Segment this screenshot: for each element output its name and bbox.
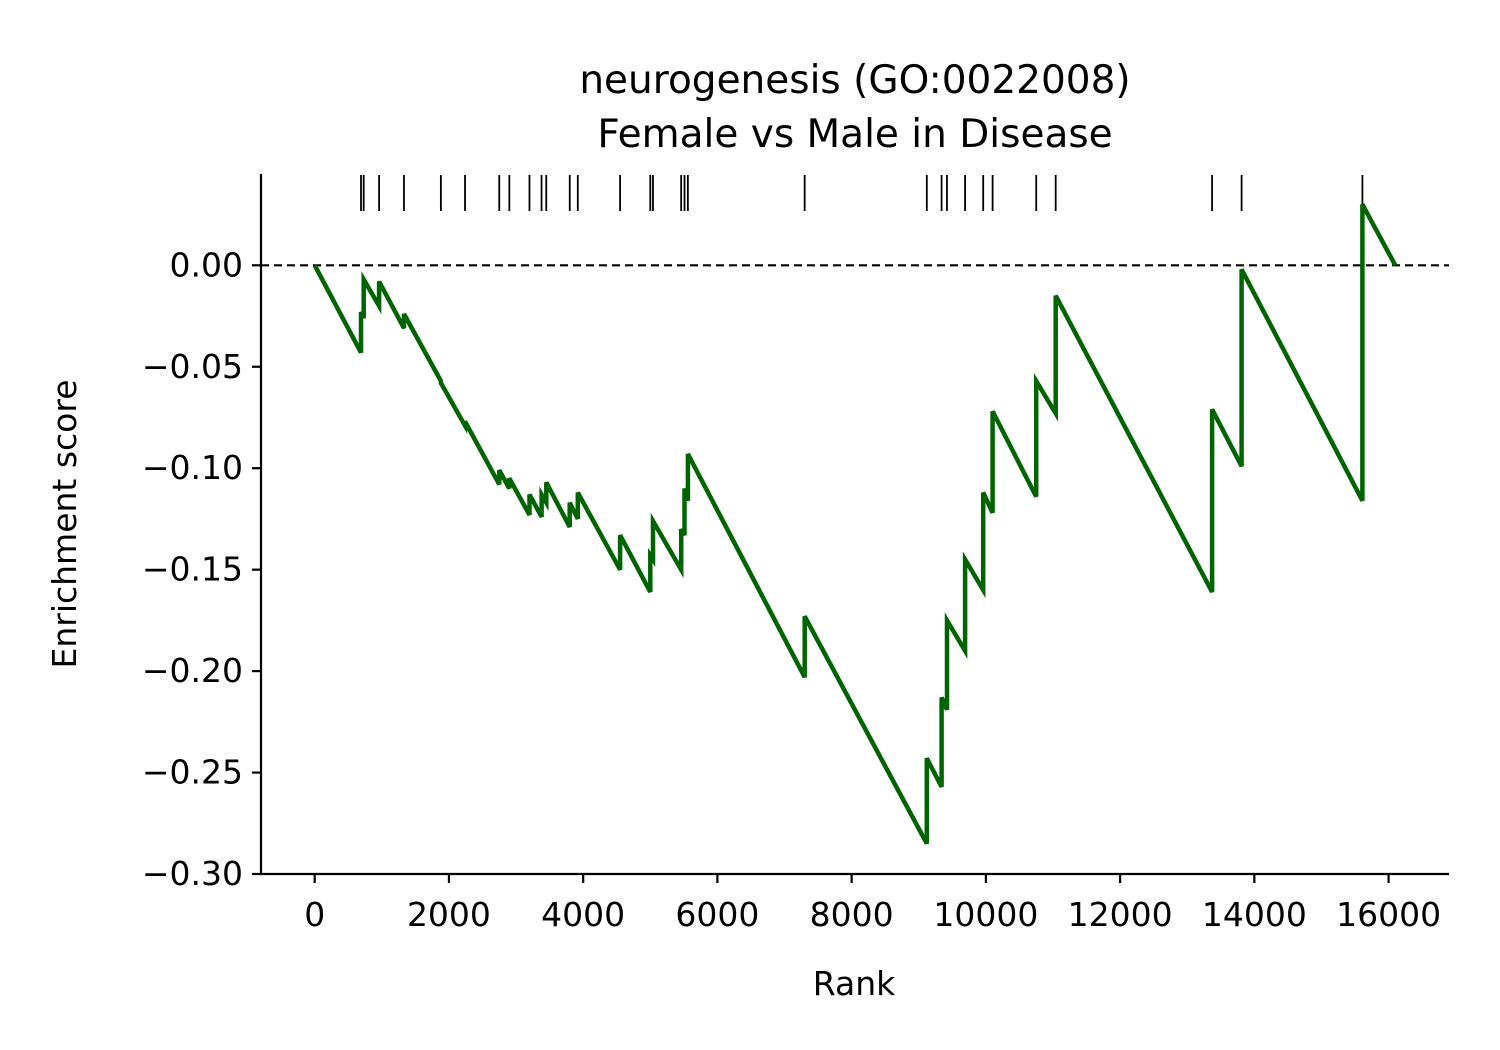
- x-tick-label: 16000: [1336, 895, 1441, 934]
- x-tick-label: 2000: [407, 895, 491, 934]
- x-tick-label: 4000: [541, 895, 625, 934]
- x-axis-ticks: 0 2000 4000 6000 8000 10000 12000 14000 16000: [304, 874, 1441, 934]
- y-tick-label: −0.15: [142, 550, 243, 589]
- y-tick-label: −0.10: [142, 448, 243, 487]
- enrichment-score-line: [312, 203, 1398, 845]
- chart-title: neurogenesis (GO:0022008): [579, 58, 1130, 103]
- y-axis-label: Enrichment score: [45, 379, 84, 668]
- x-tick-label: 10000: [933, 895, 1038, 934]
- x-tick-label: 12000: [1068, 895, 1173, 934]
- x-tick-label: 8000: [810, 895, 894, 934]
- y-tick-label: 0.00: [170, 245, 243, 284]
- y-tick-label: −0.30: [142, 854, 243, 893]
- y-tick-label: −0.05: [142, 347, 243, 386]
- y-axis-ticks: 0.00 −0.05 −0.10 −0.15 −0.20 −0.25 −0.30: [142, 245, 261, 893]
- x-axis-label: Rank: [813, 964, 896, 1003]
- x-tick-label: 6000: [675, 895, 759, 934]
- hit-markers: [360, 175, 1364, 211]
- x-tick-label: 0: [304, 895, 325, 934]
- y-tick-label: −0.25: [142, 753, 243, 792]
- x-tick-label: 14000: [1202, 895, 1307, 934]
- chart-subtitle: Female vs Male in Disease: [597, 112, 1112, 157]
- y-tick-label: −0.20: [142, 651, 243, 690]
